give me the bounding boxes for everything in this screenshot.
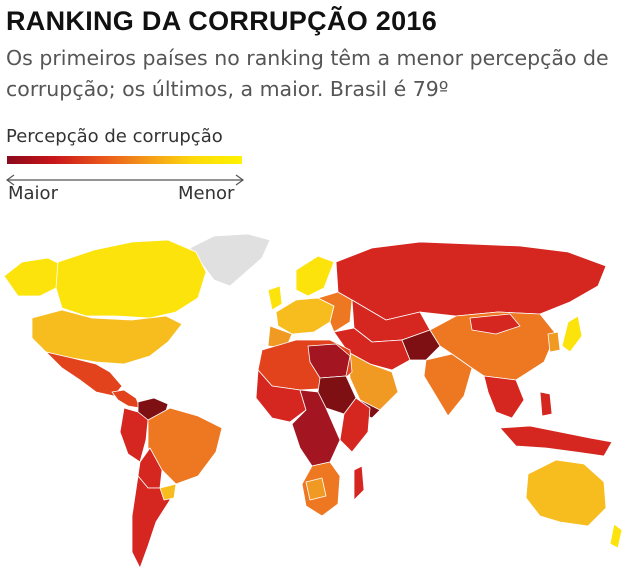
region-russia xyxy=(335,241,607,321)
region-indonesia xyxy=(499,425,613,457)
region-korea xyxy=(547,331,561,353)
legend-gradient-bar xyxy=(7,156,242,164)
region-canada xyxy=(55,239,207,319)
double-arrow-icon xyxy=(5,174,245,186)
page-title: RANKING DA CORRUPÇÃO 2016 xyxy=(6,6,438,36)
region-alaska xyxy=(3,257,65,297)
region-china xyxy=(429,311,557,381)
region-philippines xyxy=(539,391,553,417)
region-arabia xyxy=(347,351,399,411)
region-japan xyxy=(561,315,583,353)
region-greenland xyxy=(189,233,271,287)
region-afghanistan xyxy=(401,329,441,361)
legend-max-label: Menor xyxy=(178,183,235,204)
world-map xyxy=(3,233,623,569)
region-uruguay xyxy=(159,483,177,501)
region-mongolia xyxy=(469,313,521,335)
region-west-europe xyxy=(275,297,335,335)
region-madagascar xyxy=(353,465,365,501)
region-argentina-chile xyxy=(131,475,171,569)
region-uk xyxy=(267,285,283,311)
region-southeast-asia xyxy=(483,375,525,419)
region-botswana xyxy=(305,477,327,501)
region-west-africa xyxy=(255,369,307,423)
region-scandinavia xyxy=(295,255,335,297)
region-new-zealand xyxy=(609,523,623,549)
page-subtitle: Os primeiros países no ranking têm a men… xyxy=(6,46,609,101)
region-central-america xyxy=(111,389,141,409)
legend-min-label: Maior xyxy=(8,183,58,204)
region-colombia-peru xyxy=(119,407,149,463)
legend-title: Percepção de corrupção xyxy=(6,126,223,147)
region-australia xyxy=(525,459,607,527)
